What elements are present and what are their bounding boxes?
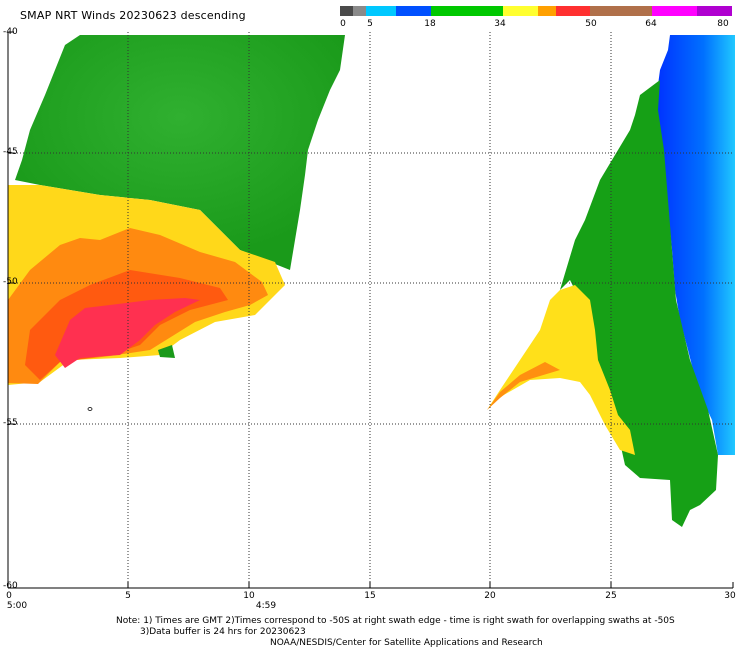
swath-left-green-patch [158,345,175,358]
x-tick-label: 25 [605,591,617,601]
x-tick-label: 15 [364,591,376,601]
x-tick-label: 20 [484,591,496,601]
map-title: SMAP NRT Winds 20230623 descending [20,9,246,22]
time-label: 4:59 [255,601,277,611]
colorbar-label: 0 [340,19,346,29]
x-tick-label: 5 [125,591,131,601]
colorbar-label: 34 [494,19,506,29]
graticule [8,32,733,588]
swath-right-orange [487,362,560,410]
swath-right-yellow [487,285,635,455]
x-tick-label: 0 [6,591,12,601]
y-tick-label: -45 [3,147,18,157]
colorbar-label: 50 [585,19,597,29]
x-tick-label: 30 [724,591,736,601]
y-tick-label: -60 [3,581,18,591]
note-line-3: NOAA/NESDIS/Center for Satellite Applica… [270,638,543,648]
note-line-2: 3)Data buffer is 24 hrs for 20230623 [140,627,306,637]
colorbar-label: 80 [717,19,729,29]
swath-right-blue [656,35,735,455]
colorbar-label: 18 [424,19,436,29]
y-tick-label: -50 [3,277,18,287]
swath-right-green [560,80,718,527]
y-tick-label: -55 [3,418,18,428]
wind-speed-colorbar [340,6,732,16]
y-tick-label: -40 [3,27,18,37]
axis-ticks [8,31,734,589]
colorbar-label: 64 [645,19,657,29]
time-label: 5:00 [6,601,28,611]
x-tick-label: 10 [243,591,255,601]
island-speck [87,407,93,411]
colorbar-label: 5 [367,19,373,29]
note-line-1: Note: 1) Times are GMT 2)Times correspon… [116,616,675,626]
